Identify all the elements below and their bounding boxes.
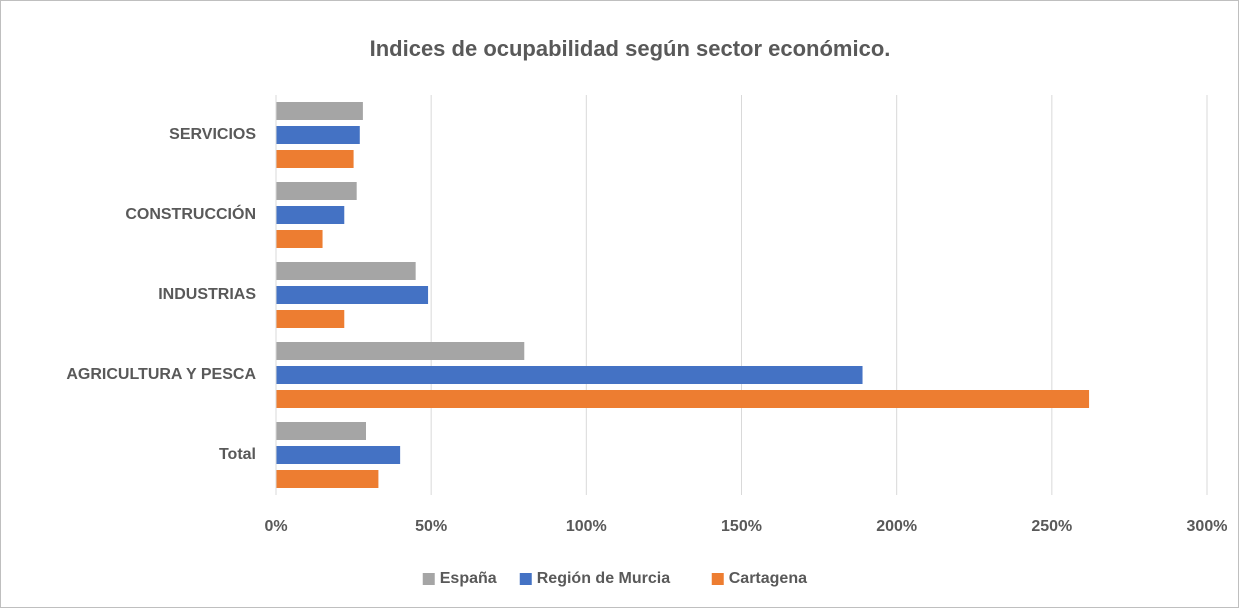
legend-swatch [711, 573, 724, 585]
bar [276, 470, 379, 488]
x-tick-label: 0% [264, 518, 287, 535]
y-tick-label: CONSTRUCCIÓN [125, 204, 256, 223]
y-tick-label: AGRICULTURA Y PESCA [66, 366, 256, 383]
legend-swatch [519, 573, 532, 585]
bar [276, 422, 366, 440]
bar [276, 150, 354, 168]
chart-title: Indices de ocupabilidad según sector eco… [370, 36, 891, 61]
x-tick-label: 250% [1031, 518, 1072, 535]
x-tick-label: 150% [721, 518, 762, 535]
legend-label: Cartagena [729, 570, 807, 587]
x-tick-label: 300% [1187, 518, 1228, 535]
bar [276, 310, 345, 328]
bar [276, 182, 357, 200]
y-tick-label: INDUSTRIAS [158, 286, 256, 303]
bar [276, 206, 345, 224]
bar [276, 390, 1090, 408]
bar [276, 446, 401, 464]
bar [276, 230, 323, 248]
bar [276, 102, 363, 120]
bar [276, 126, 360, 144]
legend-label: España [440, 570, 497, 587]
x-tick-label: 100% [566, 518, 607, 535]
y-tick-label: Total [219, 446, 256, 463]
x-tick-label: 50% [415, 518, 447, 535]
bar [276, 262, 416, 280]
bar [276, 286, 429, 304]
y-tick-label: SERVICIOS [169, 126, 256, 143]
legend-label: Región de Murcia [537, 570, 670, 587]
x-tick-label: 200% [876, 518, 917, 535]
legend-swatch [422, 573, 435, 585]
bar [276, 342, 525, 360]
bar [276, 366, 863, 384]
